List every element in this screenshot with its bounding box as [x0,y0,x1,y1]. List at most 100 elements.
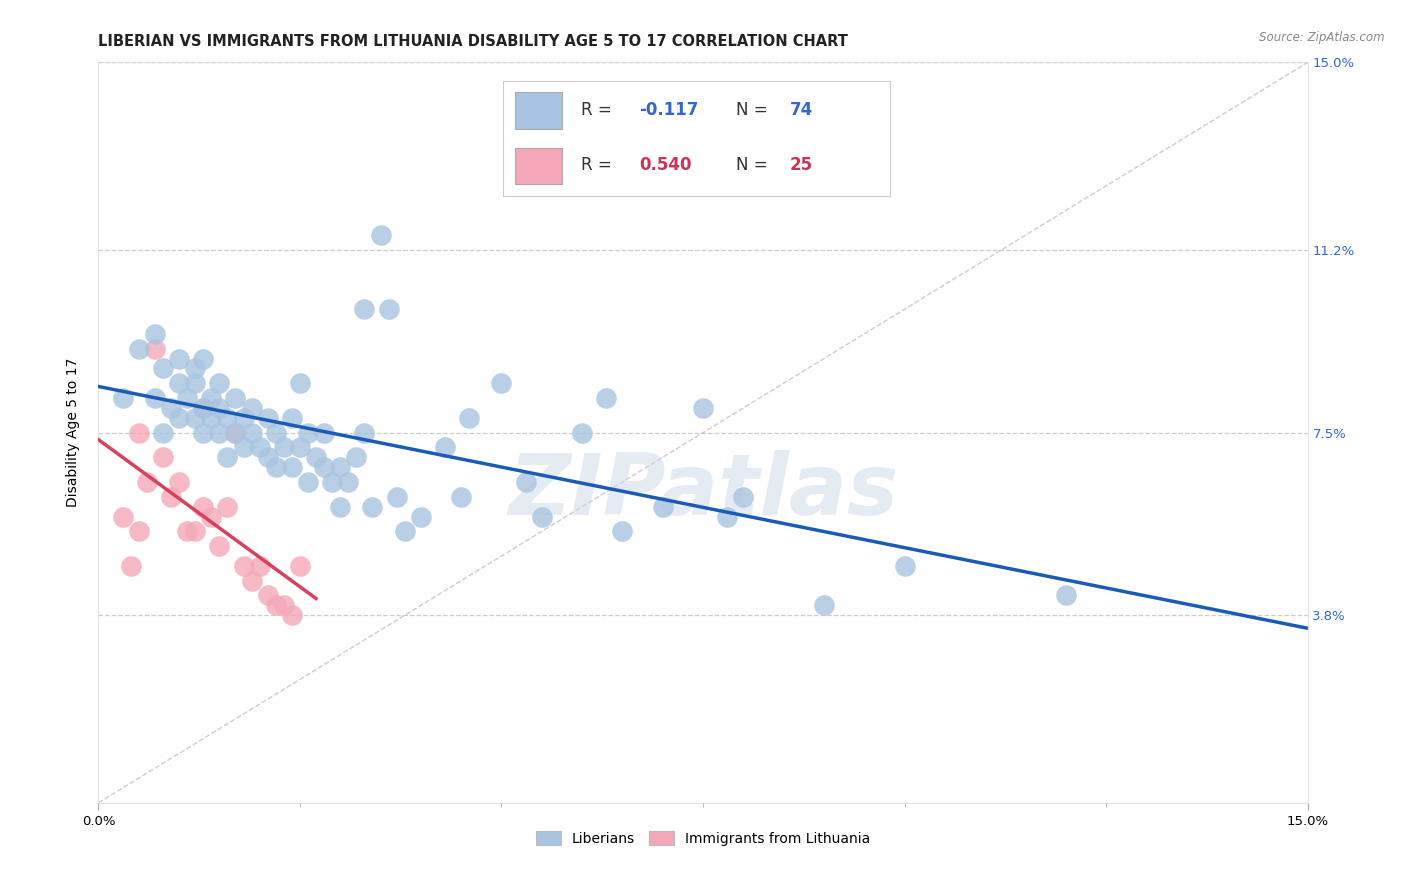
Point [385,490,408,504]
Point [111,391,134,405]
Point [217,500,239,514]
Point [733,490,755,504]
Point [232,558,254,573]
Point [297,425,319,440]
Point [176,524,198,539]
Point [184,410,207,425]
Point [651,500,673,514]
Point [249,441,271,455]
Point [217,410,239,425]
Point [193,351,215,366]
Point [232,410,254,425]
Point [167,376,190,391]
Point [184,361,207,376]
Point [264,460,287,475]
Point [128,425,150,440]
Point [193,500,215,514]
Point [208,401,231,415]
Point [288,441,311,455]
Point [152,450,174,465]
Point [167,410,190,425]
Point [200,410,222,425]
Point [143,342,166,356]
Point [240,401,263,415]
Point [377,302,399,317]
Point [143,326,166,341]
Point [353,302,375,317]
Text: Source: ZipAtlas.com: Source: ZipAtlas.com [1260,31,1385,45]
Point [297,475,319,489]
Point [571,425,593,440]
Point [450,490,472,504]
Point [329,460,352,475]
Point [208,539,231,553]
Y-axis label: Disability Age 5 to 17: Disability Age 5 to 17 [66,358,80,508]
Point [208,425,231,440]
Point [176,391,198,405]
Point [337,475,360,489]
Legend: Liberians, Immigrants from Lithuania: Liberians, Immigrants from Lithuania [530,825,876,851]
Point [217,450,239,465]
Point [184,524,207,539]
Point [264,425,287,440]
Point [491,376,513,391]
Point [167,351,190,366]
Point [321,475,343,489]
Point [281,410,304,425]
Point [314,460,336,475]
Text: ZIPatlas: ZIPatlas [508,450,898,533]
Point [353,425,375,440]
Point [515,475,537,489]
Point [288,558,311,573]
Point [152,425,174,440]
Point [361,500,384,514]
Point [224,391,246,405]
Point [458,410,481,425]
Point [1054,589,1077,603]
Point [264,599,287,613]
Point [344,450,367,465]
Point [281,608,304,623]
Point [160,401,183,415]
Text: LIBERIAN VS IMMIGRANTS FROM LITHUANIA DISABILITY AGE 5 TO 17 CORRELATION CHART: LIBERIAN VS IMMIGRANTS FROM LITHUANIA DI… [98,34,848,49]
Point [530,509,553,524]
Point [305,450,328,465]
Point [208,376,231,391]
Point [193,401,215,415]
Point [193,425,215,440]
Point [143,391,166,405]
Point [120,558,142,573]
Point [232,441,254,455]
Point [434,441,457,455]
Point [184,376,207,391]
Point [256,450,278,465]
Point [200,391,222,405]
Point [612,524,634,539]
Point [152,361,174,376]
Point [716,509,738,524]
Point [128,342,150,356]
Point [249,558,271,573]
Point [200,509,222,524]
Point [167,475,190,489]
Point [256,589,278,603]
Point [273,441,295,455]
Point [240,425,263,440]
Point [111,509,134,524]
Point [595,391,617,405]
Point [273,599,295,613]
Point [893,558,915,573]
Point [281,460,304,475]
Point [160,490,183,504]
Point [128,524,150,539]
Point [288,376,311,391]
Point [314,425,336,440]
Point [409,509,432,524]
Point [692,401,714,415]
Point [224,425,246,440]
Point [256,410,278,425]
Point [193,401,215,415]
Point [240,574,263,588]
Point [329,500,352,514]
Point [394,524,416,539]
